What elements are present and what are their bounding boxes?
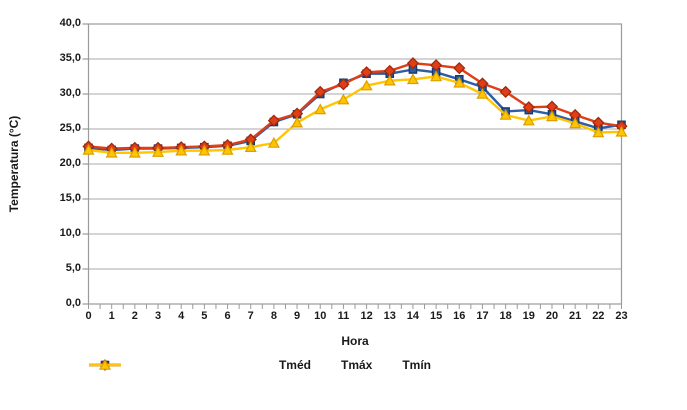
x-tick-label: 22 [592,310,605,322]
data-point-triangle [406,73,419,85]
x-tick-label: 1 [108,310,115,322]
data-point-triangle [476,87,489,99]
data-point-triangle [105,146,118,158]
legend-item-tméd: Tméd [89,358,311,372]
data-point-diamond [267,114,281,127]
x-tick-label: 13 [383,310,396,322]
data-point-triangle [453,76,466,88]
data-point-triangle [291,116,304,128]
x-tick-label: 9 [294,310,301,322]
legend-marker-triangle-icon [89,359,121,370]
x-tick-label: 10 [314,310,327,322]
data-point-triangle [615,125,628,137]
data-point-triangle [175,144,188,156]
series-tmáx [82,57,628,155]
x-tick-label: 2 [131,310,138,322]
series-tmín [82,70,628,158]
legend-item-tmín: Tmín [89,358,432,372]
data-point-triangle [592,126,605,138]
y-tick-label: 35,0 [59,52,81,64]
data-point-triangle [314,103,327,115]
data-point-triangle [82,143,95,155]
data-point-triangle [499,108,512,120]
y-tick-label: 30,0 [59,87,81,99]
legend-label: Tmáx [340,358,373,372]
y-tick-label: 10,0 [59,227,81,239]
data-point-triangle [360,79,373,91]
x-tick-label: 18 [499,310,512,322]
data-point-triangle [430,70,443,82]
data-point-triangle [545,110,558,122]
x-axis-title: Hora [341,334,369,348]
x-tick-label: 23 [615,310,628,322]
y-tick-label: 25,0 [59,122,81,134]
data-point-diamond [499,85,512,99]
x-tick-label: 4 [178,310,185,322]
data-point-diamond [337,78,350,91]
data-point-triangle [221,143,234,155]
series-line [88,62,622,150]
data-point-triangle [244,141,257,152]
x-tick-label: 17 [476,310,489,322]
data-point-triangle [569,117,582,129]
x-tick-label: 21 [569,310,582,322]
x-tick-label: 16 [453,310,466,322]
x-tick-label: 15 [429,310,443,322]
x-tick-label: 3 [154,310,162,322]
data-point-diamond [522,101,535,114]
x-tick-label: 20 [545,310,559,322]
data-point-triangle [128,146,141,158]
y-tick-label: 5,0 [65,262,81,274]
x-tick-label: 12 [360,310,373,322]
y-tick-label: 20,0 [59,157,81,169]
data-point-diamond [406,57,420,70]
y-tick-label: 0,0 [65,297,81,309]
y-tick-label: 40,0 [59,17,81,29]
x-tick-label: 6 [224,310,231,322]
data-point-triangle [198,144,211,156]
x-tick-label: 8 [270,310,277,322]
x-tick-label: 0 [85,310,92,322]
data-point-diamond [360,66,373,79]
x-tick-label: 7 [247,310,254,322]
data-point-diamond [314,85,327,99]
legend-label: Tmín [402,358,432,372]
data-point-triangle [337,93,350,105]
data-point-triangle [267,136,280,148]
data-point-triangle [522,114,535,126]
x-tick-label: 11 [337,310,350,322]
series-line [88,75,622,155]
legend-item-tmáx: Tmáx [89,358,373,372]
series-line [88,68,622,152]
chart-legend: Tméd Tmáx Tmín [88,358,622,372]
data-point-triangle [152,146,165,157]
data-point-triangle [383,74,396,86]
data-point-diamond [453,61,466,75]
x-tick-label: 14 [406,310,420,322]
x-tick-label: 5 [201,310,208,322]
y-tick-label: 15,0 [59,192,81,204]
x-tick-label: 19 [522,310,535,322]
legend-label: Tméd [278,358,311,372]
